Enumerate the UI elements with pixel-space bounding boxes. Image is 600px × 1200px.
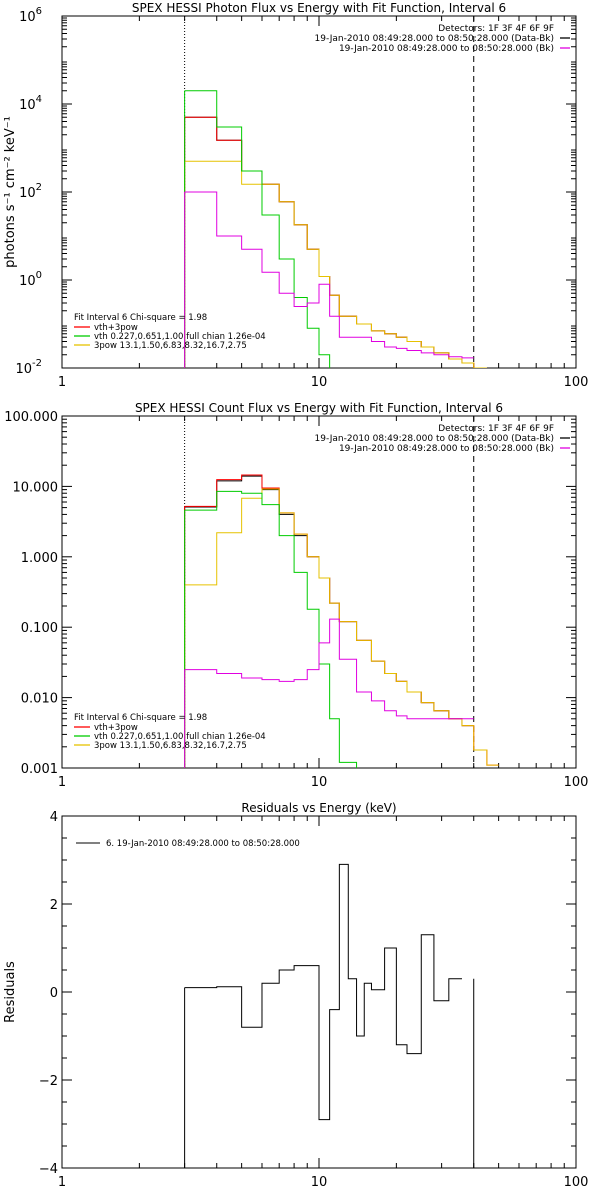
legend-label-0: vth+3pow [94, 723, 138, 733]
x-tick-label: 1 [58, 375, 66, 390]
x-tick-label: 10 [311, 375, 328, 390]
series-line-0 [184, 116, 474, 364]
series-line-3 [184, 490, 358, 768]
y-tick-label: −4 [39, 1162, 58, 1177]
info-line-2: 19-Jan-2010 08:49:28.000 to 08:50:28.000… [339, 444, 554, 454]
series-line-2 [184, 160, 487, 368]
x-tick-label: 100 [564, 375, 589, 390]
y-tick-label: 10.000 [13, 480, 59, 495]
fit-header: Fit Interval 6 Chi-square = 1.98 [74, 313, 207, 323]
y-tick-label: 100 [19, 270, 42, 289]
x-tick-label: 1 [58, 1175, 66, 1190]
y-tick-label: 0 [50, 986, 58, 1001]
legend-label-2: 3pow 13.1,1.50,6.83,8.32,16.7,2.75 [94, 341, 247, 351]
chart-title: Residuals vs Energy (keV) [241, 801, 396, 815]
x-tick-label: 10 [311, 775, 328, 790]
y-tick-label: 0.001 [21, 762, 58, 777]
info-line-1: 19-Jan-2010 08:49:28.000 to 08:50:28.000… [315, 34, 554, 44]
chart-title: SPEX HESSI Photon Flux vs Energy with Fi… [132, 1, 506, 15]
residual-line [184, 863, 462, 1121]
series-line-1 [184, 116, 487, 368]
legend-label-2: 3pow 13.1,1.50,6.83,8.32,16.7,2.75 [94, 741, 247, 751]
y-tick-label: −2 [39, 1074, 58, 1089]
y-tick-label: 102 [19, 182, 42, 201]
y-axis-label: Residuals [3, 961, 18, 1023]
x-tick-label: 100 [564, 1175, 589, 1190]
chart-title: SPEX HESSI Count Flux vs Energy with Fit… [135, 401, 503, 415]
series-line-1 [184, 474, 499, 766]
y-tick-label: 10-2 [15, 358, 42, 377]
series-line-3 [184, 90, 331, 368]
info-line-1: 19-Jan-2010 08:49:28.000 to 08:50:28.000… [315, 434, 554, 444]
info-line-0: Detectors: 1F 3F 4F 6F 9F [438, 24, 554, 34]
legend-label-0: 6. 19-Jan-2010 08:49:28.000 to 08:50:28.… [106, 839, 300, 849]
residuals-chart: Residuals vs Energy (keV) 1 10 100 4 2 0 −2 −4 Re… [3, 801, 589, 1190]
y-tick-label: 106 [19, 6, 42, 25]
photon-flux-chart: SPEX HESSI Photon Flux vs Energy with Fi… [3, 1, 589, 390]
y-tick-label: 0.010 [21, 692, 58, 707]
series-line-2 [184, 488, 499, 766]
y-axis-label: photons s⁻¹ cm⁻² keV⁻¹ [3, 116, 18, 268]
y-tick-label: 0.100 [21, 621, 58, 636]
series-line-4 [184, 618, 474, 720]
legend-label-1: vth 0.227,0.651,1.00 full chian 1.26e-04 [94, 732, 266, 742]
fit-header: Fit Interval 6 Chi-square = 1.98 [74, 713, 207, 723]
y-tick-label: 2 [50, 898, 58, 913]
y-tick-label: 1.000 [21, 551, 58, 566]
x-tick-label: 10 [311, 1175, 328, 1190]
series-group [184, 474, 499, 768]
x-tick-label: 1 [58, 775, 66, 790]
y-tick-label: 4 [50, 810, 58, 825]
y-tick-label: 104 [19, 94, 42, 113]
x-tick-label: 100 [564, 775, 589, 790]
info-line-2: 19-Jan-2010 08:49:28.000 to 08:50:28.000… [339, 44, 554, 54]
legend-label-0: vth+3pow [94, 323, 138, 333]
legend-label-1: vth 0.227,0.651,1.00 full chian 1.26e-04 [94, 332, 266, 342]
series-group [184, 90, 487, 368]
info-line-0: Detectors: 1F 3F 4F 6F 9F [438, 424, 554, 434]
y-tick-label: 100.000 [4, 410, 58, 425]
count-flux-chart: SPEX HESSI Count Flux vs Energy with Fit… [4, 401, 589, 790]
series-line-4 [184, 191, 474, 359]
